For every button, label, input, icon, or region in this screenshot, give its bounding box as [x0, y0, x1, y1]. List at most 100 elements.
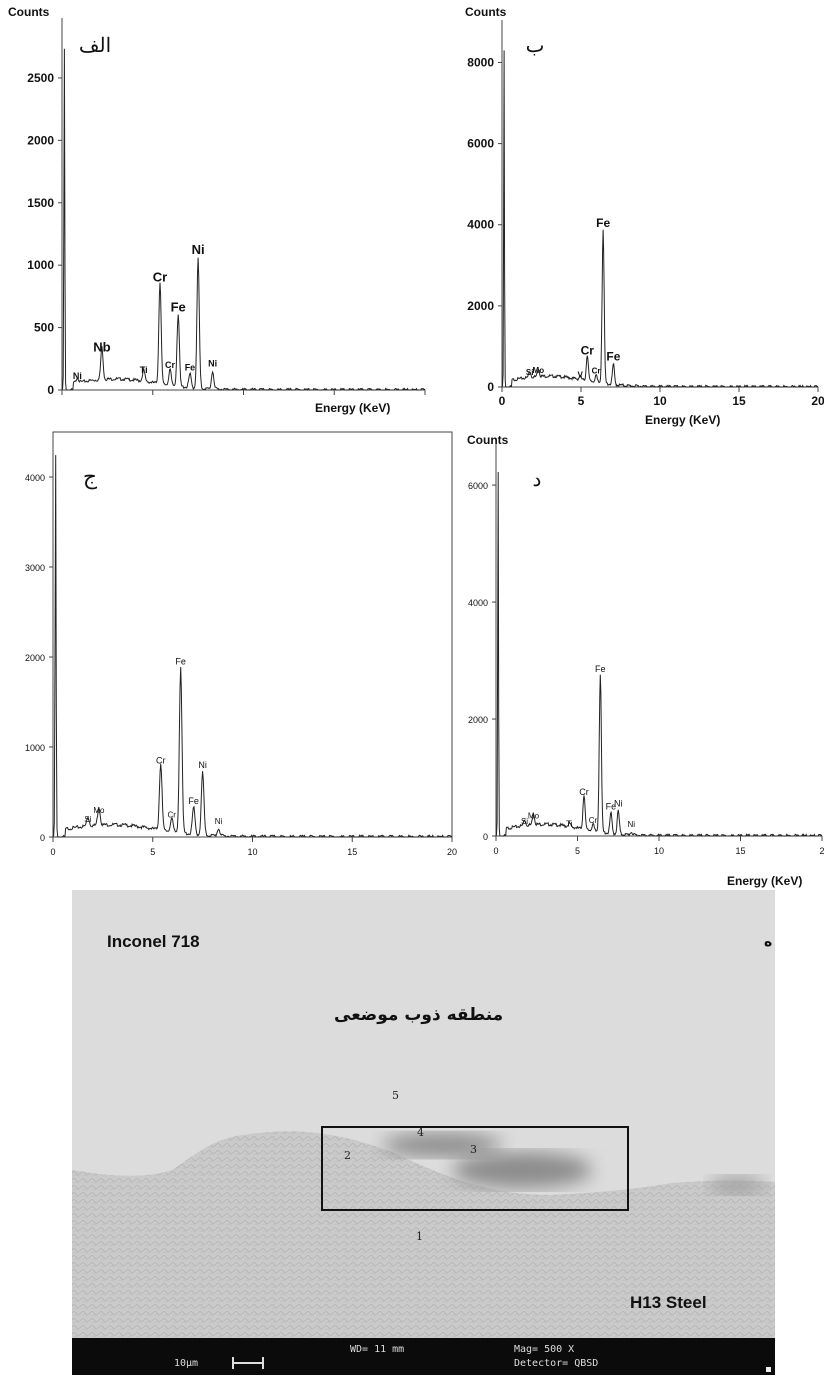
- peak-label: Cr: [153, 270, 167, 285]
- peak-label: Ni: [192, 242, 205, 257]
- peak-label: Ni: [215, 817, 223, 826]
- x-tick-label: 15: [732, 394, 746, 408]
- y-tick-label: 0: [483, 832, 488, 842]
- x-tick-label: 20: [811, 394, 824, 408]
- fusion-zone-box: [321, 1126, 629, 1211]
- detector-text: Detector= QBSD: [514, 1358, 599, 1369]
- peak-label: Ti: [566, 819, 573, 828]
- y-tick-label: 1500: [27, 196, 54, 210]
- peak-label: Cr: [165, 360, 175, 370]
- spectrum-panel-alef: 0 500 1000 1500 2000 2500 Ni Nb Ti Cr Cr Fe Fe Ni Ni Co…: [0, 0, 440, 420]
- x-tick-label: 10: [247, 847, 257, 857]
- y-tick-label: 1000: [27, 258, 54, 272]
- spectrum-line: [61, 48, 426, 391]
- h13-steel-region: [72, 1131, 775, 1375]
- y-tick-label: 4000: [467, 218, 494, 232]
- peak-label: Fe: [596, 216, 610, 230]
- peak-label: Ni: [628, 820, 636, 829]
- x-tick-label: 5: [575, 846, 580, 856]
- sem-image: [72, 890, 775, 1375]
- peak-label: Si: [526, 368, 534, 377]
- panel-label: د: [533, 469, 542, 491]
- x-tick-label: 0: [499, 394, 506, 408]
- spectrum-panel-jim: 0 1000 2000 3000 4000 0 5 10 15 20 Si Mo Cr Cr Fe Fe Ni N…: [0, 430, 462, 870]
- x-tick-label: 10: [653, 394, 667, 408]
- peak-label: Cr: [581, 344, 595, 358]
- panel-label: ج: [83, 464, 98, 490]
- y-tick-label: 6000: [467, 137, 494, 151]
- x-axis-label: Energy (KeV): [315, 401, 390, 415]
- corner-mark: [766, 1367, 771, 1372]
- y-tick-label: 4000: [468, 598, 488, 608]
- scale-bar-tick: [232, 1357, 234, 1369]
- sem-info-bar: 10μm WD= 11 mm Mag= 500 X Detector= QBSD: [72, 1338, 775, 1375]
- peak-label: Mo: [533, 366, 545, 375]
- y-tick-label: 1000: [25, 743, 45, 753]
- peak-label: Ni: [614, 799, 623, 809]
- peak-label: Cr: [589, 816, 598, 825]
- peak-label: Fe: [185, 362, 196, 372]
- y-tick-label: 6000: [468, 481, 488, 491]
- sem-panel-label: ه: [764, 934, 773, 950]
- scale-bar-tick: [262, 1357, 264, 1369]
- y-tick-label: 2000: [27, 133, 54, 147]
- point-label: 4: [417, 1126, 424, 1139]
- wd-text: WD= 11 mm: [350, 1344, 405, 1355]
- peak-label: Fe: [188, 796, 199, 806]
- y-tick-label: 2000: [467, 299, 494, 313]
- peak-label: Nb: [93, 340, 110, 355]
- peak-label: Ni: [208, 359, 217, 369]
- spectrum-line: [501, 50, 819, 388]
- y-tick-label: 0: [487, 380, 494, 394]
- fusion-zone-dark: [709, 1176, 765, 1194]
- peak-label: Fe: [175, 657, 186, 667]
- peak-label: Cr: [156, 756, 166, 766]
- x-tick-label: 5: [150, 847, 155, 857]
- y-axis-label: Counts: [467, 433, 509, 447]
- x-axis-label: Energy (KeV): [727, 874, 802, 888]
- mag-text: Mag= 500 X: [514, 1344, 575, 1355]
- point-label: 5: [392, 1089, 399, 1102]
- h13-steel-label: H13 Steel: [630, 1293, 707, 1312]
- panel-label: ب: [526, 35, 545, 57]
- x-tick-label: 0: [50, 847, 55, 857]
- point-label: 2: [344, 1149, 351, 1162]
- spectrum-line: [495, 471, 823, 837]
- peak-label: Si: [84, 815, 91, 824]
- spectrum-chart-alef: 0 500 1000 1500 2000 2500 Ni Nb Ti Cr Cr Fe Fe Ni Ni Co…: [8, 5, 426, 415]
- peak-label: Cr: [579, 787, 589, 797]
- fusion-zone-dark: [452, 1152, 592, 1188]
- peak-label: Ti: [140, 365, 148, 375]
- x-tick-label: 5: [578, 394, 585, 408]
- spectrum-panel-dal: 0 2000 4000 6000 0 5 10 15 2 Si Mo Ti Cr Cr Fe Fe Ni Ni Co…: [462, 430, 824, 890]
- peak-label: Fe: [606, 350, 620, 364]
- scale-bar: [232, 1362, 264, 1364]
- y-tick-label: 8000: [467, 55, 494, 69]
- y-axis-label: Counts: [8, 5, 50, 19]
- fusion-zone-label: منطقه ذوب موضعی: [334, 1005, 504, 1025]
- peak-label: Mo: [528, 811, 540, 820]
- peak-label: Ni: [73, 371, 82, 381]
- x-axis-label: Energy (KeV): [645, 413, 720, 427]
- peak-label: Mo: [93, 806, 105, 815]
- point-label: 1: [416, 1230, 423, 1243]
- peak-label: V: [578, 370, 584, 379]
- peak-label: Fe: [606, 802, 617, 812]
- spectrum-chart-be: 0 2000 4000 6000 8000 0 5 10 15 20 Si Mo V Cr Cr Fe Fe Co…: [465, 5, 824, 427]
- peak-label: Cr: [592, 367, 601, 376]
- inconel-label: Inconel 718: [107, 932, 200, 951]
- point-label: 3: [470, 1143, 477, 1156]
- peak-label: Cr: [167, 811, 176, 820]
- y-tick-label: 0: [40, 833, 45, 843]
- y-tick-label: 3000: [25, 563, 45, 573]
- panel-label: الف: [79, 35, 111, 57]
- x-tick-label: 0: [493, 846, 498, 856]
- x-tick-label: 15: [347, 847, 357, 857]
- sem-micrograph: Inconel 718 ه منطقه ذوب موضعی H13 Steel …: [72, 890, 775, 1375]
- peak-label: Si: [521, 817, 528, 826]
- y-tick-label: 500: [34, 321, 54, 335]
- y-tick-label: 2500: [27, 71, 54, 85]
- y-tick-label: 0: [47, 383, 54, 397]
- y-tick-label: 2000: [468, 715, 488, 725]
